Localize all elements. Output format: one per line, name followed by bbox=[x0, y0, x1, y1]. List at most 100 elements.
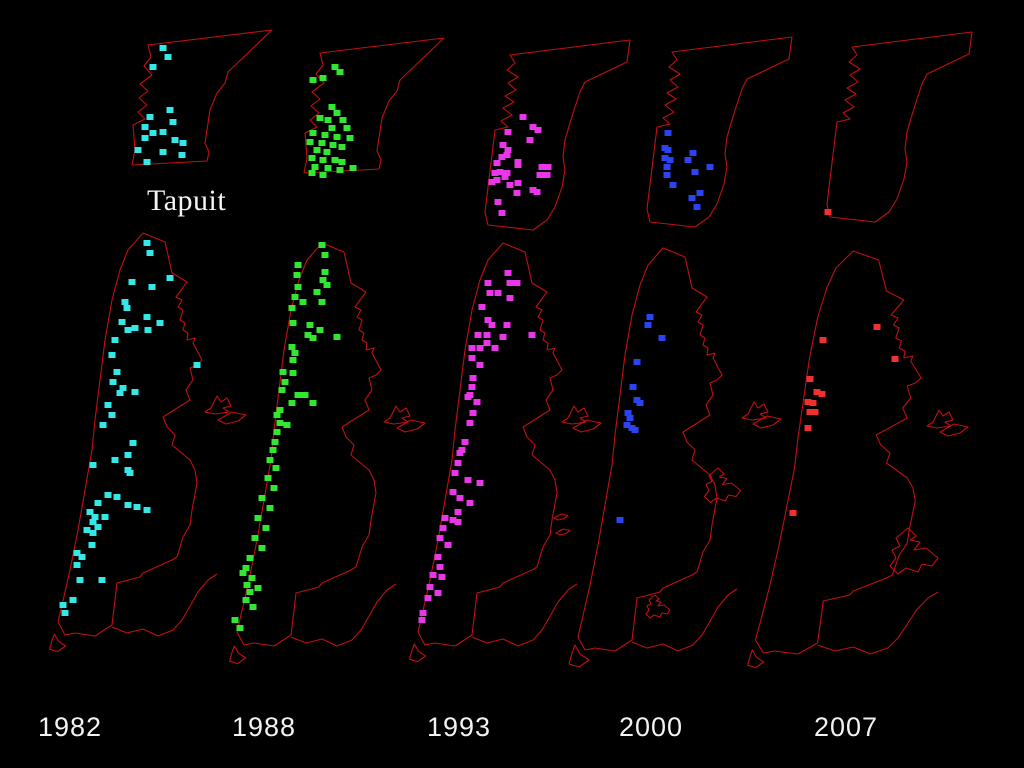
observation-dot bbox=[319, 277, 327, 283]
observation-dot bbox=[338, 144, 346, 150]
observation-dot bbox=[146, 114, 154, 120]
observation-dot bbox=[496, 169, 504, 175]
observation-dot bbox=[538, 164, 546, 170]
observation-dot bbox=[101, 514, 109, 520]
observation-dot bbox=[78, 554, 86, 560]
map-outline bbox=[418, 243, 562, 646]
map-outline bbox=[132, 30, 272, 165]
observation-dot bbox=[94, 524, 102, 530]
observation-dot bbox=[468, 345, 476, 351]
observation-dot bbox=[484, 317, 492, 323]
observation-dot bbox=[164, 54, 172, 60]
map-outline bbox=[890, 528, 938, 574]
observation-dot bbox=[166, 275, 174, 281]
observation-dot bbox=[498, 210, 506, 216]
observation-dot bbox=[343, 125, 351, 131]
observation-dot bbox=[273, 412, 281, 418]
observation-dot bbox=[319, 75, 327, 81]
map-outline bbox=[647, 37, 792, 227]
observation-dot bbox=[474, 332, 482, 338]
observation-dot bbox=[94, 500, 102, 506]
map-outline bbox=[818, 592, 939, 654]
observation-dot bbox=[526, 137, 534, 143]
observation-dot bbox=[439, 525, 447, 531]
map-outline bbox=[237, 243, 381, 646]
observation-dot bbox=[543, 172, 551, 178]
timeline-labels: 1982 1988 1993 2000 2007 bbox=[0, 712, 1024, 752]
observation-dot bbox=[478, 304, 486, 310]
observation-dot bbox=[318, 242, 326, 248]
observation-dot bbox=[131, 325, 139, 331]
map-outline bbox=[230, 646, 246, 664]
observation-dot bbox=[166, 107, 174, 113]
observation-dot bbox=[313, 147, 321, 153]
observation-dot bbox=[89, 530, 97, 536]
observation-dot bbox=[73, 550, 81, 556]
map-outline bbox=[573, 420, 601, 432]
observation-dot bbox=[91, 514, 99, 520]
observation-dot bbox=[143, 314, 151, 320]
observation-dot bbox=[289, 370, 297, 376]
observation-dot bbox=[128, 279, 136, 285]
observation-dot bbox=[134, 147, 142, 153]
observation-dot bbox=[499, 142, 507, 148]
observation-dot bbox=[449, 489, 457, 495]
observation-dot bbox=[333, 334, 341, 340]
observation-dot bbox=[249, 604, 257, 610]
observation-dot bbox=[88, 542, 96, 548]
map-outline bbox=[410, 644, 426, 662]
observation-dot bbox=[242, 565, 250, 571]
map-outline bbox=[827, 32, 972, 222]
observation-dot bbox=[146, 250, 154, 256]
observation-dot bbox=[193, 362, 201, 368]
observation-dot bbox=[486, 290, 494, 296]
map-column-2000 bbox=[569, 37, 792, 667]
observation-dot bbox=[89, 519, 97, 525]
observation-dot bbox=[544, 164, 552, 170]
observation-dot bbox=[444, 542, 452, 548]
observation-dot bbox=[272, 465, 280, 471]
observation-dot bbox=[328, 125, 336, 131]
observation-dot bbox=[304, 332, 312, 338]
observation-dot bbox=[104, 492, 112, 498]
observation-dot bbox=[266, 505, 274, 511]
observation-dot bbox=[270, 485, 278, 491]
observation-dot bbox=[624, 410, 632, 416]
observation-dot bbox=[269, 447, 277, 453]
observation-dot bbox=[243, 582, 251, 588]
observation-dot bbox=[454, 509, 462, 515]
observation-dot bbox=[468, 384, 476, 390]
observation-dot bbox=[454, 519, 462, 525]
observation-dot bbox=[178, 152, 186, 158]
observation-dot bbox=[309, 335, 317, 341]
observation-dot bbox=[483, 332, 491, 338]
observation-dot bbox=[504, 129, 512, 135]
map-outline bbox=[50, 634, 66, 652]
observation-dot bbox=[529, 124, 537, 130]
observation-dot bbox=[623, 422, 631, 428]
observation-dot bbox=[503, 152, 511, 158]
observation-dot bbox=[646, 314, 654, 320]
map-outline bbox=[112, 574, 217, 636]
observation-dot bbox=[513, 280, 521, 286]
observation-dot bbox=[131, 389, 139, 395]
map-outline bbox=[742, 402, 768, 420]
observation-dot bbox=[329, 142, 337, 148]
observation-dot bbox=[684, 157, 692, 163]
observation-dot bbox=[469, 410, 477, 416]
observation-dot bbox=[109, 379, 117, 385]
observation-dot bbox=[536, 172, 544, 178]
observation-dot bbox=[441, 515, 449, 521]
observation-dot bbox=[299, 299, 307, 305]
observation-dot bbox=[86, 509, 94, 515]
observation-dot bbox=[294, 284, 302, 290]
map-column-1982 bbox=[50, 30, 272, 652]
observation-dot bbox=[294, 392, 302, 398]
observation-dot bbox=[436, 564, 444, 570]
observation-dot bbox=[73, 562, 81, 568]
observation-dot bbox=[506, 295, 514, 301]
observation-dot bbox=[76, 577, 84, 583]
observation-dot bbox=[691, 169, 699, 175]
map-column-1988 bbox=[230, 38, 444, 664]
observation-dot bbox=[321, 252, 329, 258]
